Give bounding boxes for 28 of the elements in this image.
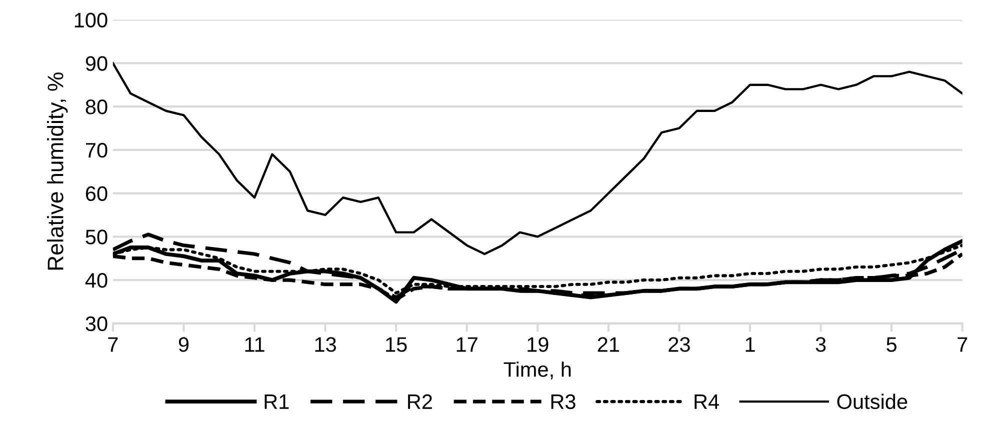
y-tick-label: 80 xyxy=(86,100,108,114)
y-tick-label: 70 xyxy=(86,142,108,158)
x-tick-label: 11 xyxy=(245,337,264,352)
x-tick-label: 9 xyxy=(178,337,189,352)
legend-label: R2 xyxy=(408,394,432,409)
x-tick-label: 1 xyxy=(746,337,755,352)
legend-label: R3 xyxy=(551,394,576,410)
x-tick-label: 3 xyxy=(816,337,826,352)
legend-label: R4 xyxy=(694,394,719,409)
x-tick-label: 5 xyxy=(886,337,896,352)
y-tick-label: 50 xyxy=(86,230,108,244)
y-axis-title: Relative humidity, % xyxy=(47,72,68,270)
x-tick-label: 23 xyxy=(668,337,690,352)
x-axis-title: Time, h xyxy=(504,362,571,380)
legend-label: R1 xyxy=(264,394,289,409)
x-tick-label: 13 xyxy=(315,337,336,352)
y-tick-label: 100 xyxy=(74,12,108,28)
y-tick-label: 30 xyxy=(86,316,108,332)
legend-label: Outside xyxy=(837,394,908,410)
x-tick-label: 21 xyxy=(598,337,619,352)
x-tick-label: 19 xyxy=(528,337,548,352)
x-tick-label: 7 xyxy=(958,337,968,352)
y-tick-label: 60 xyxy=(86,186,108,202)
y-tick-label: 40 xyxy=(85,273,108,288)
y-tick-label: 90 xyxy=(86,56,108,71)
x-tick-label: 17 xyxy=(456,337,478,352)
x-tick-label: 7 xyxy=(108,337,118,352)
x-tick-label: 15 xyxy=(386,337,407,352)
